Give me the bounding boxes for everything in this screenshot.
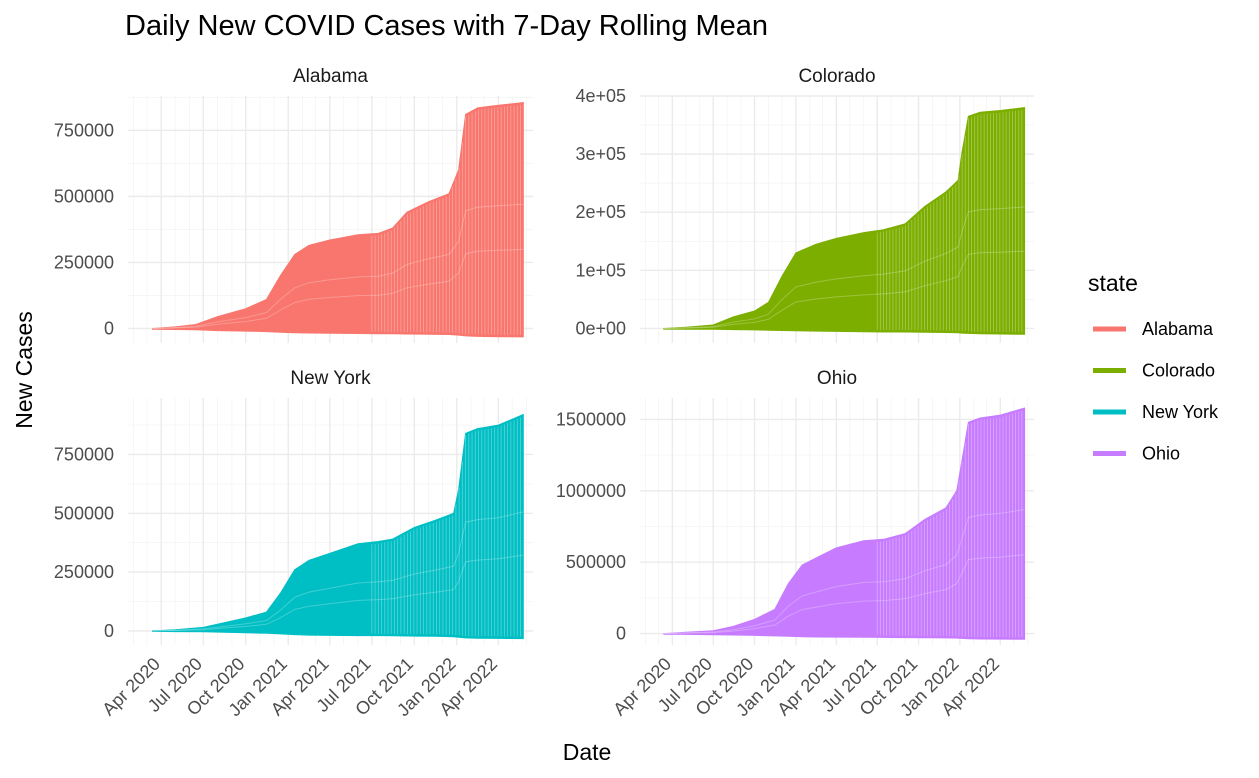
y-tick-label: 2e+05: [575, 202, 626, 222]
panel-alabama: Alabama 0 250000 500000 750000: [54, 66, 533, 343]
legend-label: New York: [1142, 402, 1219, 422]
legend-title: state: [1088, 270, 1138, 296]
strip-label: New York: [290, 368, 371, 389]
y-tick-label: 500000: [566, 552, 626, 572]
series-inner-line: [663, 554, 1025, 635]
series-inner-line: [152, 511, 524, 632]
y-tick-label: 250000: [54, 562, 114, 582]
strip-label: Colorado: [798, 66, 875, 87]
series-texture: [152, 417, 524, 637]
y-tick-label: 750000: [54, 444, 114, 464]
series-inner-line: [663, 206, 1025, 329]
legend-entry: Ohio: [1093, 444, 1180, 464]
legend-label: Colorado: [1142, 361, 1215, 381]
series-inner-line: [663, 509, 1025, 635]
y-tick-label: 0e+00: [575, 318, 626, 338]
chart-title: Daily New COVID Cases with 7-Day Rolling…: [125, 10, 768, 42]
facet-panels: Alabama 0 250000 500000 750000 Colorado 0e+00 1…: [54, 66, 1034, 720]
y-tick-label: 1500000: [556, 409, 626, 429]
legend-label: Alabama: [1142, 319, 1214, 339]
x-axis-title: Date: [563, 739, 612, 765]
legend-entry: Colorado: [1093, 361, 1215, 381]
legend-entry: New York: [1093, 402, 1219, 422]
y-tick-label: 4e+05: [575, 86, 626, 106]
y-tick-label: 3e+05: [575, 144, 626, 164]
y-tick-label: 0: [616, 624, 626, 644]
y-tick-label: 0: [104, 318, 114, 338]
series-area: [152, 413, 524, 640]
series-inner-line: [152, 203, 524, 329]
legend: state Alabama Colorado New York Ohio: [1088, 270, 1219, 464]
series-area: [663, 407, 1026, 640]
series-texture: [152, 104, 524, 335]
y-tick-label: 500000: [54, 186, 114, 206]
series-texture: [663, 109, 1025, 333]
series-inner-line: [152, 554, 524, 632]
legend-entry: Alabama: [1093, 319, 1214, 339]
y-tick-label: 1e+05: [575, 260, 626, 280]
y-tick-label: 750000: [54, 120, 114, 140]
series-texture: [663, 410, 1025, 638]
series-area: [663, 107, 1026, 335]
series-inner-line: [663, 250, 1025, 329]
y-tick-label: 1000000: [556, 481, 626, 501]
series-area: [152, 102, 524, 338]
y-tick-label: 500000: [54, 503, 114, 523]
strip-label: Ohio: [817, 368, 857, 389]
y-axis-title: New Cases: [11, 311, 37, 429]
y-tick-label: 250000: [54, 252, 114, 272]
y-tick-label: 0: [104, 621, 114, 641]
strip-label: Alabama: [293, 66, 368, 87]
series-inner-line: [152, 248, 524, 329]
panel-colorado: Colorado 0e+00 1e+05 2e+05 3e+05 4e+05: [575, 66, 1034, 343]
legend-label: Ohio: [1142, 444, 1180, 464]
